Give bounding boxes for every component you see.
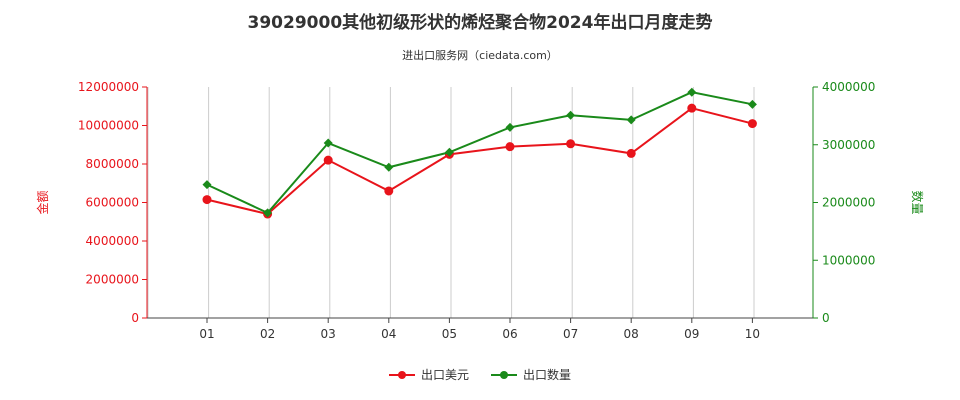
x-tick-label: 10 (745, 327, 760, 341)
y-tick-label-left: 6000000 (86, 196, 139, 210)
chart-subtitle: 进出口服务网（ciedata.com） (402, 49, 558, 62)
legend-marker-amount (388, 370, 415, 380)
data-point-amount (747, 119, 757, 129)
legend-marker-quantity (491, 370, 517, 380)
series-line-quantity (206, 91, 753, 215)
x-tick-label: 05 (442, 327, 457, 341)
y-tick-label-left: 2000000 (86, 273, 139, 287)
data-point-quantity (687, 87, 697, 97)
data-point-quantity (323, 138, 333, 148)
y-tick-label-right: 3000000 (822, 138, 875, 152)
y-tick-label-left: 4000000 (86, 234, 139, 248)
y-tick-label-right: 2000000 (822, 196, 875, 210)
data-point-amount (384, 186, 394, 196)
data-point-quantity (747, 99, 757, 109)
data-point-amount (505, 142, 515, 152)
y-tick-label-left: 0 (131, 311, 139, 325)
data-point-quantity (263, 208, 273, 218)
x-tick-label: 01 (199, 327, 214, 341)
legend-label-amount: 出口美元 (420, 368, 469, 382)
legend-item-amount[interactable]: 出口美元 (388, 366, 469, 383)
y-tick-label-left: 8000000 (86, 157, 139, 171)
data-point-amount (202, 195, 212, 205)
x-tick-label: 07 (563, 327, 578, 341)
data-point-quantity (384, 162, 394, 172)
y-tick-label-right: 1000000 (822, 253, 875, 267)
data-point-amount (626, 148, 636, 158)
x-tick-label: 03 (321, 327, 336, 341)
data-point-quantity (202, 180, 212, 190)
legend: 出口美元 出口数量 (0, 366, 960, 383)
data-point-quantity (566, 110, 576, 120)
legend-label-quantity: 出口数量 (523, 368, 572, 382)
x-tick-label: 09 (684, 327, 699, 341)
y-axis-title-right: 数量 (910, 190, 925, 214)
data-point-amount (566, 139, 576, 149)
legend-item-quantity[interactable]: 出口数量 (491, 366, 571, 383)
x-tick-label: 06 (502, 327, 517, 341)
x-tick-label: 02 (260, 327, 275, 341)
x-tick-label: 08 (624, 327, 639, 341)
data-point-amount (323, 155, 333, 165)
data-point-quantity (505, 122, 515, 132)
y-tick-label-left: 10000000 (78, 119, 139, 133)
series-line-amount (206, 107, 753, 216)
y-tick-label-left: 12000000 (78, 80, 139, 94)
data-point-amount (687, 103, 697, 113)
data-point-quantity (444, 147, 454, 157)
y-axis-title-left: 金额 (35, 190, 50, 214)
y-tick-label-right: 0 (822, 311, 830, 325)
y-tick-label-right: 4000000 (822, 80, 875, 94)
chart-title: 39029000其他初级形状的烯烃聚合物2024年出口月度走势 (247, 13, 713, 33)
data-point-quantity (626, 115, 636, 125)
x-tick-label: 04 (381, 327, 396, 341)
